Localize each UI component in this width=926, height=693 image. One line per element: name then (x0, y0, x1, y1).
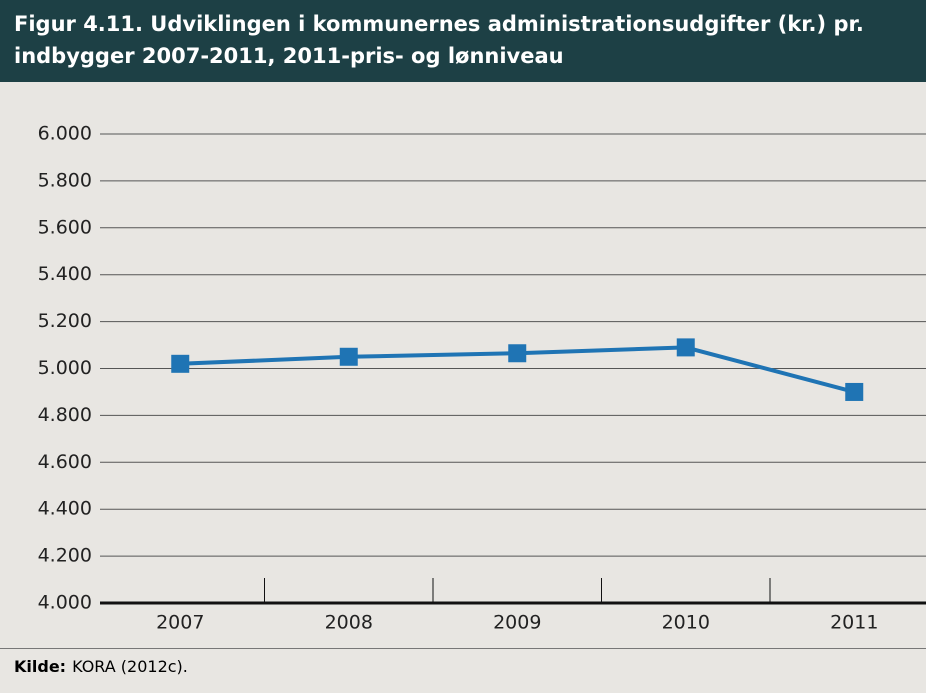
marker (845, 382, 864, 401)
x-tick-label: 2008 (325, 612, 373, 634)
source-label: Kilde: (14, 657, 67, 676)
y-tick-label: 4.400 (38, 498, 92, 520)
marker (339, 347, 358, 366)
x-tick-label: 2009 (493, 612, 541, 634)
x-tick-label: 2007 (156, 612, 204, 634)
y-tick-label: 5.600 (38, 216, 92, 238)
chart: 4.000 4.200 4.400 4.600 4.800 5.000 5.200 5.400… (38, 123, 926, 634)
y-tick-label: 4.600 (38, 451, 92, 473)
marker (676, 338, 695, 357)
source-text: KORA (2012c). (72, 657, 188, 676)
chart-title: Figur 4.11. Udviklingen i kommunernes ad… (0, 0, 926, 82)
y-tick-label: 6.000 (38, 123, 92, 145)
y-tick-label: 5.200 (38, 310, 92, 332)
marker (508, 344, 527, 363)
source: Kilde: KORA (2012c). (0, 648, 926, 693)
marker (171, 354, 190, 373)
y-tick-label: 5.800 (38, 169, 92, 191)
y-tick-label: 4.000 (38, 592, 92, 614)
x-tick-label: 2010 (662, 612, 710, 634)
y-tick-label: 4.800 (38, 404, 92, 426)
y-tick-label: 4.200 (38, 545, 92, 567)
y-tick-label: 5.000 (38, 357, 92, 379)
x-tick-label: 2011 (830, 612, 878, 634)
y-tick-label: 5.400 (38, 263, 92, 285)
